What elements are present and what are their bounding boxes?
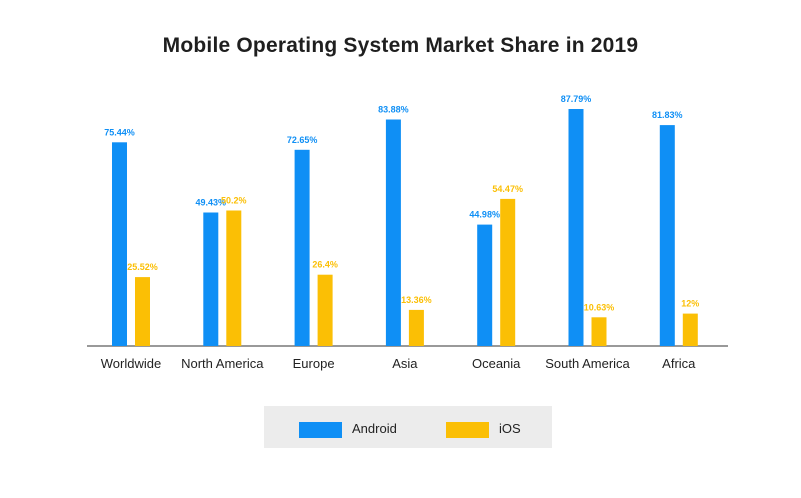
bar-android-europe <box>294 149 310 346</box>
x-tick-label-asia: Asia <box>392 356 418 371</box>
bar-android-south-america <box>568 109 584 346</box>
x-tick-label-europe: Europe <box>293 356 335 371</box>
bar-ios-worldwide <box>135 277 150 346</box>
bars-layer <box>112 109 698 346</box>
data-label-ios-africa: 12% <box>681 299 699 309</box>
legend-swatch-ios <box>446 422 489 438</box>
x-tick-label-oceania: Oceania <box>472 356 521 371</box>
data-label-ios-worldwide: 25.52% <box>127 262 158 272</box>
chart-title: Mobile Operating System Market Share in … <box>162 34 639 57</box>
data-label-android-oceania: 44.98% <box>469 210 500 220</box>
x-tick-label-north-america: North America <box>181 356 264 371</box>
bar-android-worldwide <box>112 142 127 346</box>
data-label-android-africa: 81.83% <box>652 110 683 120</box>
bar-ios-oceania <box>500 198 516 346</box>
data-label-android-worldwide: 75.44% <box>104 127 135 137</box>
legend: Android iOS <box>264 406 552 448</box>
legend-label-android: Android <box>352 421 397 436</box>
bar-ios-europe <box>317 274 333 346</box>
bar-ios-south-america <box>591 317 607 346</box>
data-label-android-asia: 83.88% <box>378 105 409 115</box>
data-label-android-south-america: 87.79% <box>561 94 592 104</box>
bar-ios-asia <box>408 309 424 346</box>
x-tick-labels: Worldwide North America Europe Asia Oceania S… <box>101 356 696 371</box>
x-tick-label-africa: Africa <box>662 356 696 371</box>
data-label-ios-north-america: 50.2% <box>221 196 247 206</box>
data-label-ios-asia: 13.36% <box>401 295 432 305</box>
legend-label-ios: iOS <box>499 421 521 436</box>
bar-ios-north-america <box>226 210 242 346</box>
bar-android-africa <box>659 125 675 346</box>
x-tick-label-worldwide: Worldwide <box>101 356 161 371</box>
bar-android-asia <box>385 119 401 346</box>
data-label-ios-south-america: 10.63% <box>584 302 615 312</box>
labels-layer: 75.44% 25.52% 49.43%50.2% 72.65% 26.4% 83.88%… <box>104 94 699 312</box>
data-label-android-europe: 72.65% <box>287 135 318 145</box>
bar-ios-africa <box>682 313 698 346</box>
legend-swatch-android <box>299 422 342 438</box>
data-label-ios-oceania: 54.47% <box>492 184 523 194</box>
data-label-android-north-america: 49.43% <box>196 198 227 208</box>
data-label-ios-europe: 26.4% <box>312 260 338 270</box>
x-tick-label-south-america: South America <box>545 356 630 371</box>
bar-android-oceania <box>477 224 493 346</box>
bar-android-north-america <box>203 212 219 346</box>
